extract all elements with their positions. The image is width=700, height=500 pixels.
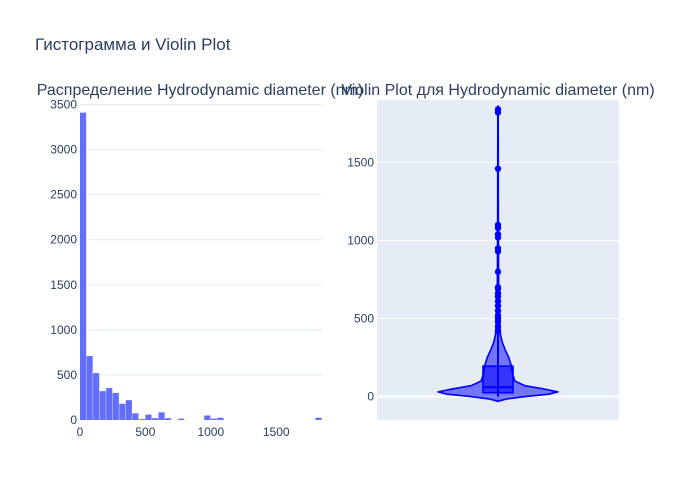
violin-outlier-point: [494, 323, 502, 330]
histogram-y-tick-label: 1500: [50, 278, 77, 292]
histogram-bar: [106, 388, 113, 420]
histogram-bar: [165, 418, 172, 420]
histogram-bar: [210, 418, 217, 420]
histogram-bar: [315, 417, 322, 420]
violin-outlier-point: [494, 268, 502, 275]
violin-outlier-point: [494, 106, 502, 113]
violin-y-tick-label: 1500: [347, 155, 374, 169]
violin-y-tick-label: 0: [367, 390, 374, 404]
histogram-subtitle: Распределение Hydrodynamic diameter (nm): [37, 82, 363, 99]
violin-outlier-point: [494, 290, 502, 297]
violin-outlier-point: [494, 245, 502, 252]
violin-outlier-point: [494, 165, 502, 172]
histogram-y-tick-label: 0: [70, 413, 77, 427]
histogram-bar: [178, 418, 185, 420]
histogram-y-tick-label: 3000: [50, 143, 77, 157]
histogram-bar: [119, 403, 126, 420]
violin-outlier-point: [494, 284, 502, 291]
histogram-bar: [217, 417, 224, 420]
histogram-bar: [204, 415, 211, 420]
histogram-bar: [125, 400, 132, 420]
violin-box: [482, 365, 514, 394]
histogram-y-tick-label: 1000: [50, 323, 77, 337]
violin-outlier-point: [494, 298, 502, 305]
histogram-bar: [112, 392, 119, 420]
histogram-y-tick-label: 2000: [50, 233, 77, 247]
violin-panel: 0 500 1000 1500 Violin Plot для Hydrodynami…: [341, 82, 655, 420]
figure-title: Гистограмма и Violin Plot: [35, 35, 231, 54]
violin-subtitle: Violin Plot для Hydrodynamic diameter (n…: [341, 82, 654, 99]
histogram-bar: [158, 412, 165, 420]
histogram-bar: [138, 419, 146, 420]
histogram-bar: [99, 391, 106, 420]
violin-outlier-point: [494, 221, 502, 229]
violin-outlier-point: [494, 302, 502, 310]
histogram-bar: [145, 414, 152, 420]
histogram-bar: [80, 112, 87, 420]
histogram-bar: [151, 418, 159, 420]
histogram-y-tick-label: 500: [57, 368, 77, 382]
histogram-plot-area: [80, 100, 322, 420]
violin-outlier-point: [494, 307, 502, 314]
histogram-x-tick-label: 500: [135, 425, 155, 439]
violin-outlier-point: [494, 312, 502, 319]
histogram-panel: 0 500 1000 1500 2000 2500 3000 3500 0 500 1000 1500…: [37, 82, 363, 439]
histogram-x-tick-label: 0: [77, 425, 84, 439]
histogram-y-tick-label: 3500: [50, 98, 77, 112]
histogram-y-tick-label: 2500: [50, 188, 77, 202]
violin-y-tick-label: 1000: [347, 233, 374, 247]
violin-outlier-point: [494, 231, 502, 238]
histogram-x-tick-label: 1000: [197, 425, 224, 439]
histogram-x-tick-label: 1500: [263, 425, 290, 439]
violin-y-tick-label: 500: [354, 312, 374, 326]
histogram-bar: [93, 373, 100, 420]
histogram-bar: [132, 413, 139, 420]
histogram-bar: [86, 356, 93, 420]
violin-outlier-point: [494, 327, 502, 335]
